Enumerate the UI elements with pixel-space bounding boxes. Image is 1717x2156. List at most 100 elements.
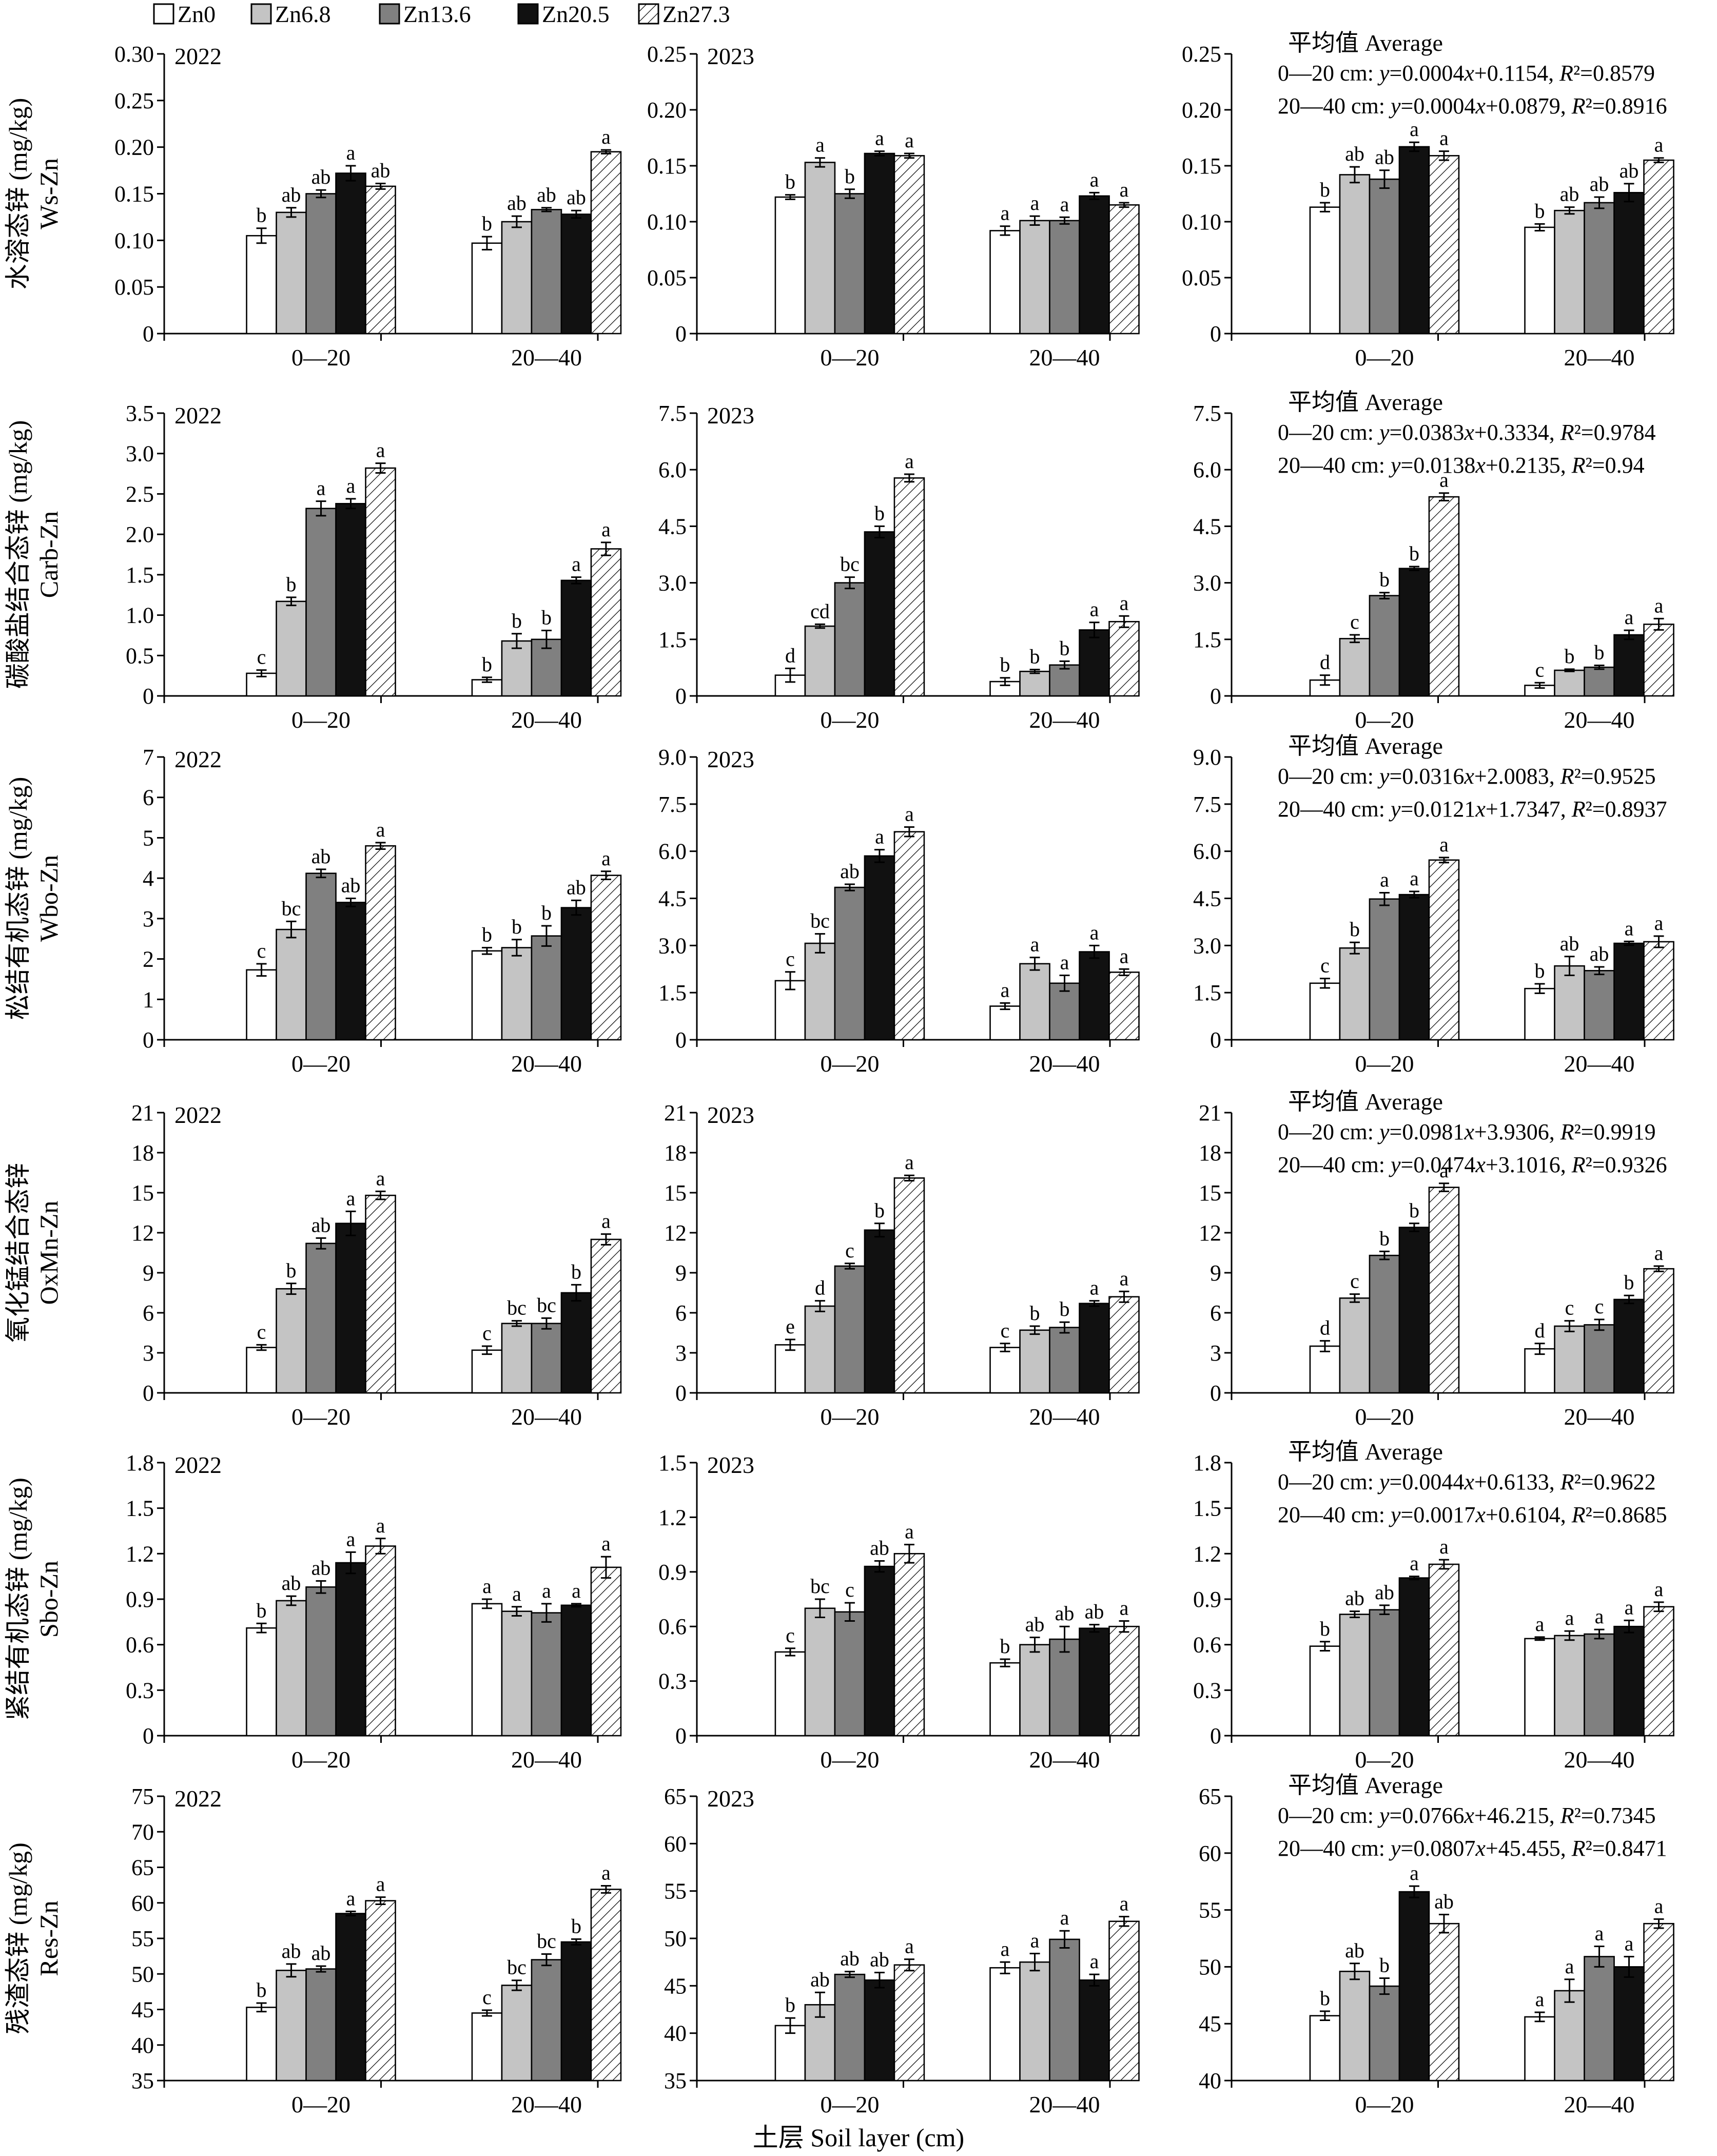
bar-zn13-6-20-40	[1049, 1938, 1080, 2082]
error-bar	[1534, 223, 1545, 231]
bar-zn6-8-20-40	[1554, 1990, 1585, 2082]
bar-zn20-5-0-20	[1398, 1891, 1430, 2082]
y-tick-label: 9	[675, 1260, 687, 1286]
significance-letter: a	[1625, 606, 1634, 629]
significance-letter: a	[346, 1187, 356, 1210]
y-tick-label: 4.5	[658, 886, 687, 911]
bar-zn13-6-20-40	[1584, 202, 1615, 335]
error-bar	[571, 1603, 581, 1608]
error-bar	[1594, 1318, 1605, 1331]
error-bar	[345, 898, 356, 907]
bar-zn20-5-20-40	[1613, 634, 1645, 697]
bar-zn27-3-20-40	[590, 1238, 622, 1394]
row-ylabel-1: 水溶态锌 (mg/kg) Ws-Zn	[4, 98, 63, 290]
row-ylabel-6: 残渣态锌 (mg/kg) Res-Zn	[4, 1842, 63, 2034]
bar-zn13-6-0-20	[305, 508, 337, 697]
significance-letter: a	[1535, 1613, 1545, 1636]
significance-letter: a	[376, 1167, 385, 1190]
bar-zn20-5-20-40	[560, 907, 592, 1041]
significance-letter: a	[346, 474, 356, 497]
error-bar	[1438, 1182, 1449, 1192]
bar-zn6-8-0-20	[804, 162, 836, 335]
y-tick-label: 0.05	[647, 265, 687, 290]
significance-letter: a	[601, 1532, 611, 1555]
y-tick-label: 40	[1199, 2068, 1221, 2093]
error-bar	[511, 1606, 522, 1617]
error-bar	[375, 1896, 386, 1906]
bar-zn6-8-20-40	[1554, 1635, 1585, 1737]
y-tick-label: 50	[1199, 1954, 1221, 1979]
bar-zn27-3-0-20	[893, 831, 925, 1041]
bar-zn20-5-0-20	[335, 503, 366, 697]
error-bar	[874, 849, 885, 863]
significance-letter: c	[1535, 658, 1545, 681]
bar-zn6-8-20-40	[501, 1323, 533, 1394]
y-tick-label: 1.2	[658, 1505, 687, 1530]
bar-zn27-3-0-20	[1428, 1187, 1460, 1394]
y-tick-label: 3	[143, 906, 154, 931]
regression-equation: 20—40 cm: y=0.0474x+3.1016, R²=0.9326	[1278, 1152, 1667, 1177]
error-bar	[1029, 215, 1040, 226]
y-tick-label: 1.5	[658, 980, 687, 1005]
significance-letter: a	[1090, 1276, 1099, 1299]
error-bar	[345, 1210, 356, 1236]
significance-letter: c	[257, 646, 266, 669]
bar-zn0-20-40	[989, 1005, 1021, 1041]
x-category-label: 0—20	[291, 1051, 350, 1077]
bar-zn13-6-0-20	[305, 1586, 337, 1737]
y-tick-label: 55	[1199, 1898, 1221, 1923]
x-category-label: 0—20	[1355, 1746, 1414, 1773]
y-tick-label: 60	[1199, 1841, 1221, 1866]
y-axis-label-cn: 松结有机态锌 (mg/kg)	[4, 777, 32, 1020]
y-tick-label: 21	[131, 1100, 154, 1125]
significance-letter: a	[601, 1861, 611, 1885]
significance-letter: b	[571, 1260, 581, 1283]
bar-zn27-3-0-20	[893, 1964, 925, 2082]
significance-letter: a	[1120, 178, 1129, 201]
error-bar	[541, 925, 552, 947]
y-tick-label: 0.15	[647, 153, 687, 179]
y-axis-label-en: Res-Zn	[34, 1900, 63, 1976]
significance-letter: a	[1030, 191, 1040, 215]
y-tick-label: 7.5	[658, 792, 687, 817]
significance-letter: ab	[311, 165, 331, 188]
significance-letter: c	[1350, 610, 1359, 633]
significance-letter: a	[601, 518, 611, 541]
bar-zn20-5-20-40	[560, 213, 592, 335]
x-category-label: 20—40	[1564, 2091, 1635, 2118]
error-bar	[1089, 621, 1100, 638]
y-tick-label: 0.6	[126, 1633, 154, 1658]
error-bar	[316, 1965, 326, 1973]
error-bar	[541, 629, 552, 649]
y-tick-label: 1.5	[126, 562, 154, 588]
bar-zn20-5-0-20	[864, 1565, 895, 1737]
significance-letter: b	[1535, 199, 1545, 222]
error-bar	[1438, 150, 1449, 161]
significance-letter: a	[346, 1527, 356, 1550]
error-bar	[571, 899, 581, 916]
bar-zn0-0-20	[774, 196, 806, 335]
bar-zn13-6-20-40	[1584, 1956, 1615, 2082]
error-bar	[1653, 1918, 1664, 1929]
significance-letter: b	[1565, 645, 1575, 668]
error-bar	[814, 157, 825, 168]
bar-zn27-3-0-20	[365, 1194, 396, 1394]
legend-label-zn20-5: Zn20.5	[542, 1, 610, 27]
y-tick-label: 0	[143, 1381, 154, 1406]
row-ylabel-5: 紧结有机态锌 (mg/kg) Sbo-Zn	[4, 1478, 63, 1721]
error-bar	[1624, 629, 1634, 640]
y-tick-label: 4	[143, 866, 154, 891]
y-tick-label: 50	[664, 1926, 687, 1951]
error-bar	[1409, 1885, 1419, 1898]
error-bar	[1059, 974, 1070, 992]
y-tick-label: 6.0	[1193, 839, 1221, 864]
y-axis-label-en: Carb-Zn	[34, 511, 63, 598]
y-tick-label: 0.9	[658, 1560, 687, 1585]
error-bar	[874, 150, 885, 157]
y-tick-label: 0	[675, 1027, 687, 1053]
significance-letter: ab	[341, 874, 361, 897]
significance-letter: d	[1535, 1319, 1545, 1342]
